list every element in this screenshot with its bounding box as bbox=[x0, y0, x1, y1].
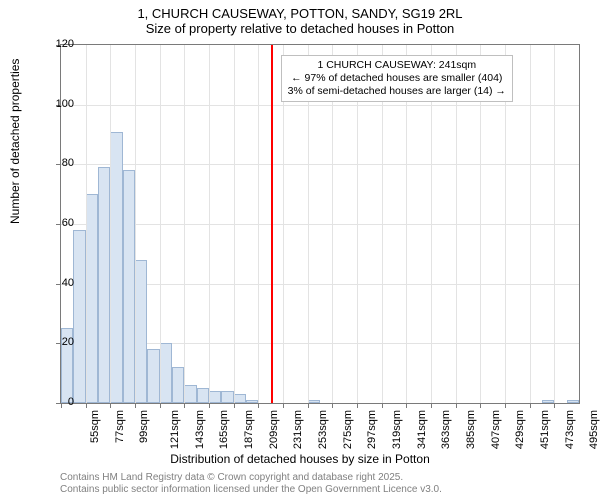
y-tick-label: 100 bbox=[44, 98, 74, 110]
histogram-bar bbox=[98, 167, 110, 403]
y-tick-label: 0 bbox=[44, 396, 74, 408]
annotation-line3: 3% of semi-detached houses are larger (1… bbox=[288, 85, 506, 98]
x-tick-label: 429sqm bbox=[514, 410, 526, 449]
histogram-bar bbox=[308, 400, 320, 403]
annotation-line1: 1 CHURCH CAUSEWAY: 241sqm bbox=[288, 59, 506, 72]
x-tick-label: 77sqm bbox=[114, 410, 126, 443]
x-tick-label: 55sqm bbox=[89, 410, 101, 443]
x-tick-label: 143sqm bbox=[194, 410, 206, 449]
histogram-bar bbox=[123, 170, 135, 403]
y-tick-label: 80 bbox=[44, 157, 74, 169]
y-tick-label: 60 bbox=[44, 217, 74, 229]
histogram-bar bbox=[209, 391, 221, 403]
x-tick-label: 99sqm bbox=[138, 410, 150, 443]
x-tick-label: 231sqm bbox=[292, 410, 304, 449]
footer-line1: Contains HM Land Registry data © Crown c… bbox=[60, 472, 442, 484]
y-tick-label: 120 bbox=[44, 38, 74, 50]
x-tick-label: 209sqm bbox=[268, 410, 280, 449]
footer-line2: Contains public sector information licen… bbox=[60, 484, 442, 496]
title-area: 1, CHURCH CAUSEWAY, POTTON, SANDY, SG19 … bbox=[0, 0, 600, 36]
histogram-bar bbox=[234, 394, 246, 403]
title-line1: 1, CHURCH CAUSEWAY, POTTON, SANDY, SG19 … bbox=[0, 6, 600, 21]
annotation-box: 1 CHURCH CAUSEWAY: 241sqm← 97% of detach… bbox=[281, 55, 513, 102]
histogram-bar bbox=[542, 400, 554, 403]
chart-area: 1 CHURCH CAUSEWAY: 241sqm← 97% of detach… bbox=[60, 44, 580, 404]
x-tick-label: 473sqm bbox=[564, 410, 576, 449]
histogram-bar bbox=[135, 260, 147, 403]
x-tick-label: 451sqm bbox=[539, 410, 551, 449]
histogram-bar bbox=[147, 349, 159, 403]
title-line2: Size of property relative to detached ho… bbox=[0, 21, 600, 36]
histogram-bar bbox=[172, 367, 184, 403]
histogram-bar bbox=[110, 132, 122, 403]
histogram-bar bbox=[160, 343, 172, 403]
x-tick-label: 495sqm bbox=[588, 410, 600, 449]
histogram-bar bbox=[221, 391, 233, 403]
y-axis-label: Number of detached properties bbox=[8, 59, 22, 224]
x-tick-label: 407sqm bbox=[490, 410, 502, 449]
chart-container: 1, CHURCH CAUSEWAY, POTTON, SANDY, SG19 … bbox=[0, 0, 600, 500]
histogram-bar bbox=[567, 400, 579, 403]
footer: Contains HM Land Registry data © Crown c… bbox=[60, 472, 442, 496]
x-tick-label: 275sqm bbox=[342, 410, 354, 449]
histogram-bar bbox=[86, 194, 98, 403]
x-tick-label: 297sqm bbox=[366, 410, 378, 449]
y-tick-label: 20 bbox=[44, 336, 74, 348]
x-tick-label: 341sqm bbox=[416, 410, 428, 449]
histogram-bar bbox=[73, 230, 85, 403]
x-tick-label: 319sqm bbox=[391, 410, 403, 449]
x-tick-label: 165sqm bbox=[218, 410, 230, 449]
x-tick-label: 363sqm bbox=[440, 410, 452, 449]
x-tick-label: 253sqm bbox=[317, 410, 329, 449]
histogram-bar bbox=[197, 388, 209, 403]
x-tick-label: 385sqm bbox=[465, 410, 477, 449]
x-axis-label: Distribution of detached houses by size … bbox=[0, 452, 600, 466]
marker-line bbox=[271, 45, 273, 403]
histogram-bar bbox=[246, 400, 258, 403]
x-tick-label: 187sqm bbox=[243, 410, 255, 449]
plot-region: 1 CHURCH CAUSEWAY: 241sqm← 97% of detach… bbox=[60, 44, 580, 404]
x-tick-label: 121sqm bbox=[169, 410, 181, 449]
y-tick-label: 40 bbox=[44, 277, 74, 289]
histogram-bar bbox=[184, 385, 196, 403]
annotation-line2: ← 97% of detached houses are smaller (40… bbox=[288, 72, 506, 85]
